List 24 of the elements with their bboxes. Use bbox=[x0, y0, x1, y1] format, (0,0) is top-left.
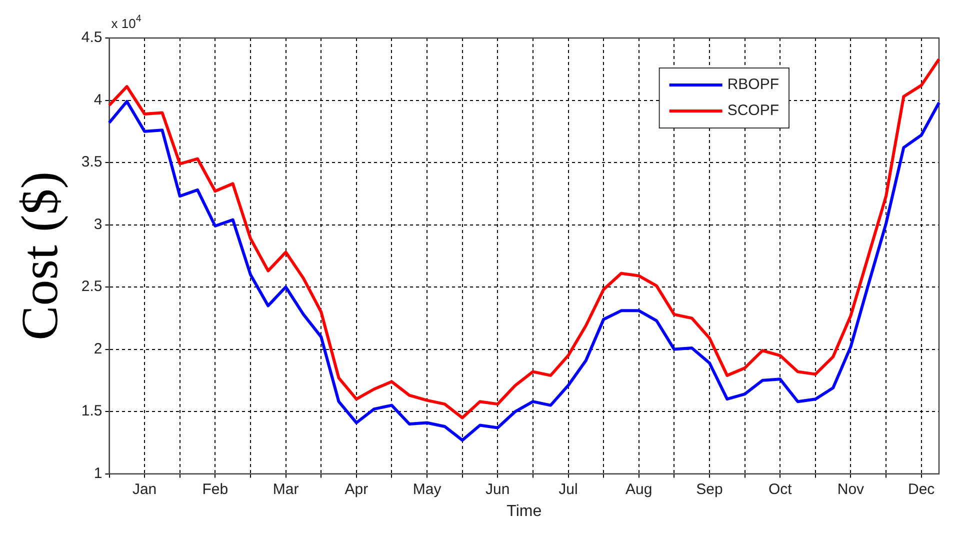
x-tick-label: May bbox=[412, 480, 442, 498]
y-tick-label: 1.5 bbox=[81, 402, 102, 420]
x-tick-label: Jun bbox=[486, 480, 510, 498]
x-tick-label: Nov bbox=[837, 480, 865, 498]
y-tick-label: 4.5 bbox=[81, 29, 102, 46]
x-tick-label: Apr bbox=[344, 480, 368, 498]
x-tick-label: Dec bbox=[908, 480, 936, 498]
legend-label: SCOPF bbox=[727, 102, 780, 120]
legend-label: RBOPF bbox=[727, 76, 780, 94]
x-tick-label: Feb bbox=[202, 480, 228, 498]
x-tick-label: Aug bbox=[626, 480, 652, 498]
x-tick-label: Jan bbox=[132, 480, 157, 498]
y-tick-label: 3.5 bbox=[81, 154, 102, 171]
y-tick-label: 4 bbox=[94, 91, 102, 108]
x-tick-label: Mar bbox=[272, 480, 299, 498]
x-tick-label: Sep bbox=[696, 480, 723, 498]
y-axis-title: Cost ($) bbox=[12, 171, 69, 340]
x-tick-label: Jul bbox=[558, 480, 578, 498]
y-tick-label: 2 bbox=[94, 340, 102, 358]
x-axis-title: Time bbox=[506, 502, 542, 520]
y-tick-label: 3 bbox=[94, 216, 102, 233]
y-tick-label: 1 bbox=[94, 464, 102, 482]
y-tick-label: 2.5 bbox=[81, 278, 102, 296]
x-tick-label: Oct bbox=[768, 480, 793, 498]
